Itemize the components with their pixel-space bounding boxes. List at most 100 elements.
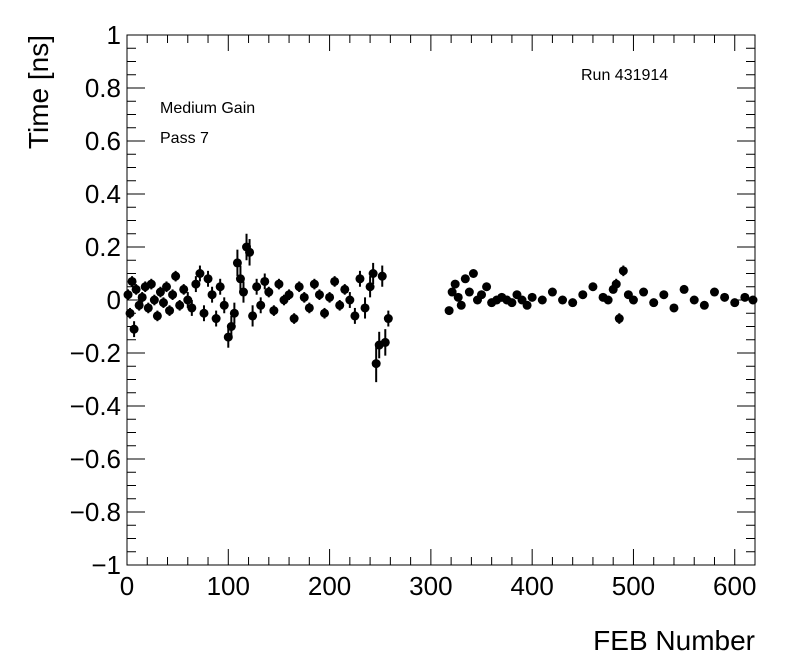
x-tick-label: 600 (713, 571, 756, 601)
data-point (447, 287, 457, 297)
data-point (187, 303, 197, 313)
data-point (256, 300, 266, 310)
data-point (299, 292, 309, 302)
data-point (380, 337, 390, 347)
y-tick-label: 0 (107, 285, 121, 315)
data-point (740, 292, 750, 302)
data-point (143, 303, 153, 313)
x-tick-label: 100 (207, 571, 250, 601)
data-point (134, 300, 144, 310)
data-point (131, 284, 141, 294)
data-point (232, 258, 242, 268)
data-point (314, 290, 324, 300)
data-point (730, 298, 740, 308)
data-point (199, 308, 209, 318)
data-point (146, 279, 156, 289)
data-point (649, 298, 659, 308)
data-point (669, 303, 679, 313)
x-tick-label: 300 (409, 571, 452, 601)
data-point (264, 287, 274, 297)
annotation: Medium Gain (160, 100, 255, 117)
data-point (507, 298, 517, 308)
data-point (158, 298, 168, 308)
data-point (628, 295, 638, 305)
data-point (383, 314, 393, 324)
data-point (284, 290, 294, 300)
data-point (175, 300, 185, 310)
data-point (689, 295, 699, 305)
data-point (203, 274, 213, 284)
data-point (659, 290, 669, 300)
data-point (522, 300, 532, 310)
x-tick-label: 200 (308, 571, 351, 601)
data-point (229, 308, 239, 318)
data-point (171, 271, 181, 281)
data-point (335, 300, 345, 310)
data-point (252, 282, 262, 292)
data-point (260, 276, 270, 286)
data-point (639, 287, 649, 297)
data-point (527, 292, 537, 302)
data-point (330, 276, 340, 286)
data-point (340, 284, 350, 294)
data-point (125, 308, 135, 318)
data-point (345, 295, 355, 305)
y-tick-label: −0.6 (70, 444, 121, 474)
data-point (309, 279, 319, 289)
data-point (248, 311, 258, 321)
data-point (450, 279, 460, 289)
data-point (350, 311, 360, 321)
y-tick-label: −0.4 (70, 391, 121, 421)
data-point (165, 306, 175, 316)
y-tick-label: 1 (107, 20, 121, 50)
data-point (274, 279, 284, 289)
data-point (537, 295, 547, 305)
data-point (325, 292, 335, 302)
data-point (219, 300, 229, 310)
data-point (568, 298, 578, 308)
data-point (179, 284, 189, 294)
data-point (245, 247, 255, 257)
y-tick-label: −0.8 (70, 497, 121, 527)
data-point (226, 322, 236, 331)
annotation: Pass 7 (160, 130, 209, 147)
data-point (456, 300, 466, 310)
data-point (269, 306, 279, 316)
data-point (360, 303, 370, 313)
x-tick-label: 500 (612, 571, 655, 601)
data-point (464, 287, 474, 297)
data-point (155, 287, 165, 297)
data-point (129, 324, 139, 334)
data-point (460, 274, 470, 284)
data-point (320, 308, 330, 318)
data-point (368, 269, 378, 278)
data-point (618, 266, 628, 276)
data-point (477, 290, 487, 300)
data-point (304, 303, 314, 313)
annotation: Run 431914 (581, 67, 668, 84)
y-tick-label: 0.4 (85, 179, 121, 209)
data-point (720, 292, 730, 302)
y-tick-label: −1 (91, 550, 121, 580)
data-point (211, 314, 221, 324)
data-point (603, 295, 613, 305)
y-tick-label: −0.2 (70, 338, 121, 368)
data-point (611, 279, 621, 289)
data-point (444, 306, 454, 316)
data-point (355, 274, 365, 284)
data-point (371, 359, 381, 369)
data-point (468, 269, 478, 278)
data-point (215, 282, 225, 292)
data-point (149, 295, 159, 305)
y-tick-label: 0.6 (85, 126, 121, 156)
data-point (588, 282, 598, 292)
data-point (482, 282, 492, 292)
data-point (699, 300, 709, 310)
data-point (614, 314, 624, 324)
y-tick-label: 0.2 (85, 232, 121, 262)
data-point (168, 290, 178, 300)
data-point (238, 287, 248, 297)
data-point (162, 282, 172, 292)
data-point (377, 271, 387, 281)
